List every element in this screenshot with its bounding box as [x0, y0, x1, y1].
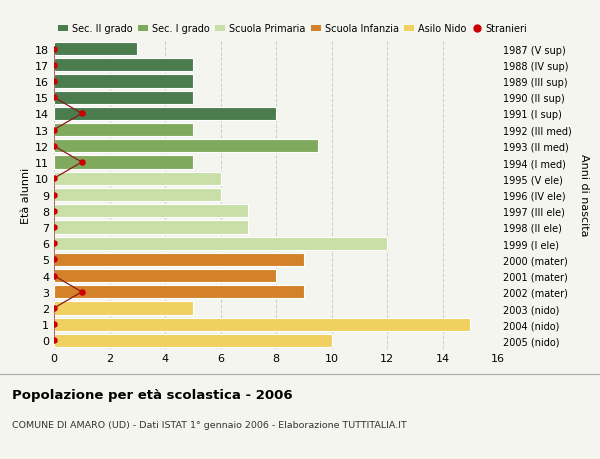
Y-axis label: Anni di nascita: Anni di nascita: [578, 154, 589, 236]
Bar: [54, 75, 193, 89]
Bar: [54, 189, 221, 202]
Bar: [54, 91, 193, 105]
Point: [49, 256, 59, 263]
Point: [49, 240, 59, 247]
Point: [49, 78, 59, 85]
Point: [49, 191, 59, 199]
Bar: [54, 123, 193, 137]
Bar: [54, 253, 304, 267]
Point: [49, 46, 59, 53]
Bar: [54, 302, 193, 315]
Point: [49, 62, 59, 69]
Point: [49, 175, 59, 183]
Point: [49, 224, 59, 231]
Point: [77, 289, 86, 296]
Point: [77, 159, 86, 166]
Point: [49, 321, 59, 328]
Bar: [54, 237, 387, 250]
Legend: Sec. II grado, Sec. I grado, Scuola Primaria, Scuola Infanzia, Asilo Nido, Stran: Sec. II grado, Sec. I grado, Scuola Prim…: [54, 21, 532, 38]
Bar: [54, 334, 332, 347]
Bar: [54, 156, 193, 169]
Bar: [54, 172, 221, 185]
Bar: [54, 140, 317, 153]
Y-axis label: Età alunni: Età alunni: [21, 167, 31, 223]
Bar: [54, 205, 248, 218]
Bar: [54, 269, 276, 283]
Bar: [54, 221, 248, 234]
Point: [49, 337, 59, 344]
Text: COMUNE DI AMARO (UD) - Dati ISTAT 1° gennaio 2006 - Elaborazione TUTTITALIA.IT: COMUNE DI AMARO (UD) - Dati ISTAT 1° gen…: [12, 420, 407, 429]
Point: [49, 305, 59, 312]
Text: Popolazione per età scolastica - 2006: Popolazione per età scolastica - 2006: [12, 388, 293, 401]
Bar: [54, 318, 470, 331]
Point: [49, 272, 59, 280]
Point: [49, 207, 59, 215]
Point: [49, 127, 59, 134]
Point: [77, 111, 86, 118]
Point: [49, 143, 59, 150]
Bar: [54, 285, 304, 299]
Bar: [54, 107, 276, 121]
Bar: [54, 59, 193, 72]
Bar: [54, 43, 137, 56]
Point: [49, 94, 59, 101]
